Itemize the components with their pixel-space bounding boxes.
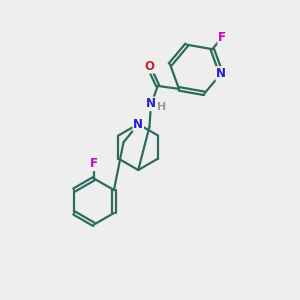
Text: F: F xyxy=(90,157,98,170)
Text: N: N xyxy=(133,118,143,130)
Text: N: N xyxy=(146,98,156,110)
Text: N: N xyxy=(216,67,226,80)
Text: O: O xyxy=(144,60,154,73)
Text: H: H xyxy=(157,102,166,112)
Text: F: F xyxy=(218,31,226,44)
